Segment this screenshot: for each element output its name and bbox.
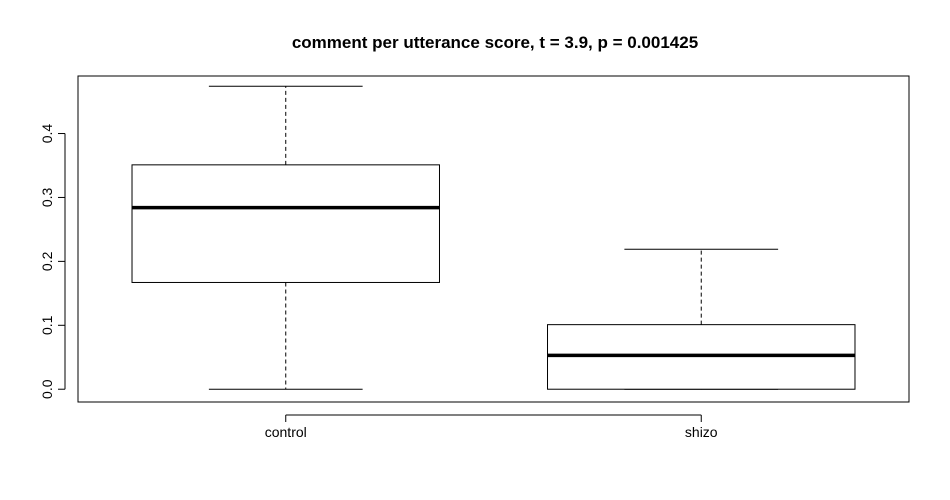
- boxes-group: [131, 85, 856, 390]
- y-axis: 0.0 0.1 0.2 0.3 0.4: [39, 124, 66, 399]
- x-tick-label: control: [265, 424, 307, 440]
- iqr-box: [131, 164, 440, 283]
- y-tick-label: 0.1: [39, 315, 55, 335]
- x-tick-label: shizo: [685, 424, 718, 440]
- x-axis: control shizo: [265, 414, 718, 440]
- box-shizo: [547, 248, 856, 390]
- box-control: [131, 85, 440, 390]
- plot-frame: [77, 75, 910, 403]
- y-tick-label: 0.0: [39, 379, 55, 399]
- y-tick-label: 0.4: [39, 124, 55, 144]
- y-tick-label: 0.2: [39, 251, 55, 271]
- chart-title: comment per utterance score, t = 3.9, p …: [292, 33, 698, 52]
- y-tick-label: 0.3: [39, 188, 55, 208]
